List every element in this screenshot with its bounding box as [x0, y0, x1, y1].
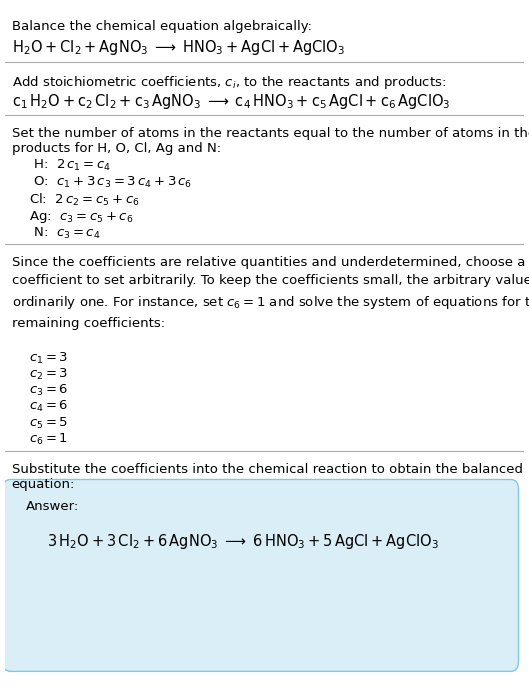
Text: $c_1 = 3$: $c_1 = 3$ — [29, 351, 68, 366]
Text: $\mathrm{c_1\,H_2O + c_2\,Cl_2 + c_3\,AgNO_3 \;\longrightarrow\; c_4\,HNO_3 + c_: $\mathrm{c_1\,H_2O + c_2\,Cl_2 + c_3\,Ag… — [12, 92, 450, 111]
Text: Balance the chemical equation algebraically:: Balance the chemical equation algebraica… — [12, 21, 312, 34]
Text: $\mathrm{H_2O + Cl_2 + AgNO_3 \;\longrightarrow\; HNO_3 + AgCl + AgClO_3}$: $\mathrm{H_2O + Cl_2 + AgNO_3 \;\longrig… — [12, 38, 345, 57]
Text: Ag:  $c_3 = c_5 + c_6$: Ag: $c_3 = c_5 + c_6$ — [29, 209, 133, 225]
FancyBboxPatch shape — [3, 480, 518, 671]
Text: Cl:  $2\,c_2 = c_5 + c_6$: Cl: $2\,c_2 = c_5 + c_6$ — [29, 192, 139, 208]
Text: Set the number of atoms in the reactants equal to the number of atoms in the: Set the number of atoms in the reactants… — [12, 126, 529, 139]
Text: $c_2 = 3$: $c_2 = 3$ — [29, 367, 68, 382]
Text: Add stoichiometric coefficients, $c_i$, to the reactants and products:: Add stoichiometric coefficients, $c_i$, … — [12, 74, 446, 91]
Text: H:  $2\,c_1 = c_4$: H: $2\,c_1 = c_4$ — [29, 158, 111, 173]
Text: products for H, O, Cl, Ag and N:: products for H, O, Cl, Ag and N: — [12, 142, 221, 155]
Text: O:  $c_1 + 3\,c_3 = 3\,c_4 + 3\,c_6$: O: $c_1 + 3\,c_3 = 3\,c_4 + 3\,c_6$ — [29, 175, 192, 190]
Text: Answer:: Answer: — [26, 499, 79, 513]
Text: $c_3 = 6$: $c_3 = 6$ — [29, 383, 68, 398]
Text: N:  $c_3 = c_4$: N: $c_3 = c_4$ — [29, 225, 100, 240]
Text: $c_5 = 5$: $c_5 = 5$ — [29, 416, 68, 431]
Text: Since the coefficients are relative quantities and underdetermined, choose a
coe: Since the coefficients are relative quan… — [12, 256, 529, 330]
Text: $c_6 = 1$: $c_6 = 1$ — [29, 431, 68, 447]
Text: equation:: equation: — [12, 478, 75, 491]
Text: $\mathrm{3\,H_2O + 3\,Cl_2 + 6\,AgNO_3 \;\longrightarrow\; 6\,HNO_3 + 5\,AgCl + : $\mathrm{3\,H_2O + 3\,Cl_2 + 6\,AgNO_3 \… — [47, 532, 439, 551]
Text: $c_4 = 6$: $c_4 = 6$ — [29, 399, 68, 414]
Text: Substitute the coefficients into the chemical reaction to obtain the balanced: Substitute the coefficients into the che… — [12, 462, 523, 475]
